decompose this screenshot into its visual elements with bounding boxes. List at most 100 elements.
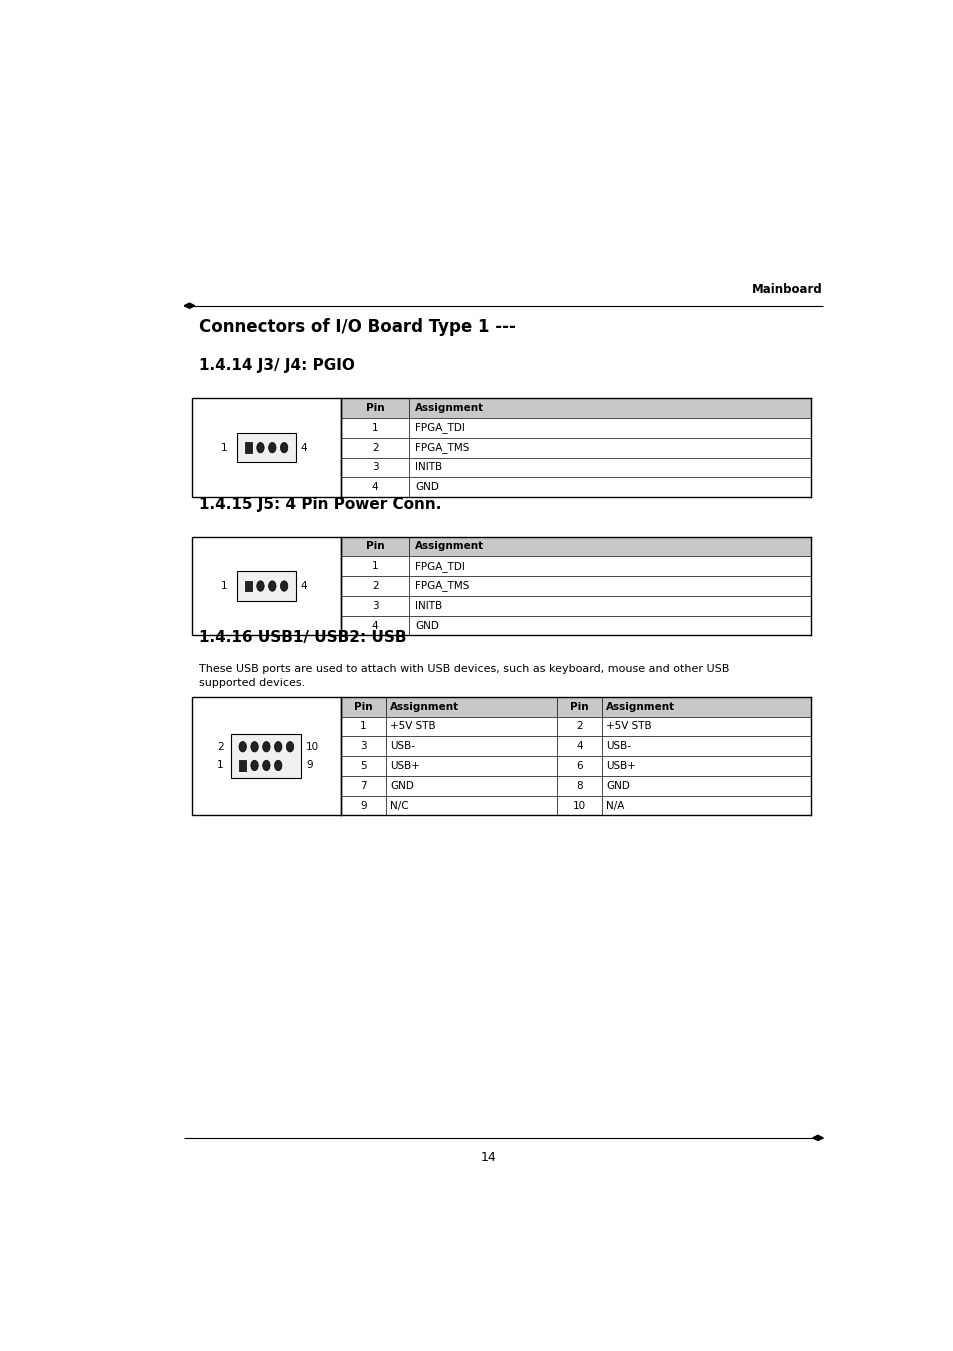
- Text: 2: 2: [372, 443, 378, 453]
- Text: 10: 10: [572, 801, 585, 811]
- Bar: [341, 716, 810, 736]
- Text: Pin: Pin: [365, 403, 384, 413]
- Text: INITB: INITB: [415, 601, 441, 611]
- Text: FPGA_TDI: FPGA_TDI: [415, 423, 464, 434]
- Text: 9: 9: [306, 761, 313, 770]
- Circle shape: [239, 742, 246, 753]
- Text: GND: GND: [605, 781, 629, 790]
- Text: Pin: Pin: [365, 542, 384, 551]
- Text: N/A: N/A: [605, 801, 624, 811]
- Text: USB+: USB+: [605, 761, 636, 771]
- Text: 4: 4: [300, 443, 307, 453]
- Bar: [341, 417, 810, 438]
- Circle shape: [274, 761, 281, 770]
- Bar: [245, 581, 252, 592]
- Bar: [245, 443, 252, 453]
- Text: +5V STB: +5V STB: [605, 721, 651, 731]
- Bar: [341, 757, 810, 775]
- Text: USB-: USB-: [390, 742, 415, 751]
- Bar: [192, 536, 341, 635]
- Text: Mainboard: Mainboard: [752, 284, 822, 296]
- Text: Pin: Pin: [354, 701, 373, 712]
- Bar: [192, 399, 341, 497]
- Bar: [341, 557, 810, 576]
- Text: 1.4.16 USB1/ USB2: USB: 1.4.16 USB1/ USB2: USB: [199, 630, 406, 644]
- Circle shape: [280, 581, 288, 592]
- Text: INITB: INITB: [415, 462, 441, 473]
- Text: 8: 8: [576, 781, 582, 790]
- Bar: [341, 596, 810, 616]
- Circle shape: [269, 443, 275, 453]
- Text: 4: 4: [300, 581, 307, 590]
- Text: 4: 4: [576, 742, 582, 751]
- Text: 3: 3: [359, 742, 366, 751]
- Text: GND: GND: [390, 781, 414, 790]
- Text: +5V STB: +5V STB: [390, 721, 436, 731]
- Text: FPGA_TDI: FPGA_TDI: [415, 561, 464, 571]
- Bar: [192, 697, 341, 816]
- Circle shape: [286, 742, 294, 753]
- Text: Connectors of I/O Board Type 1 ---: Connectors of I/O Board Type 1 ---: [199, 317, 516, 336]
- Bar: [341, 796, 810, 816]
- Text: 3: 3: [372, 601, 378, 611]
- Bar: [236, 434, 295, 462]
- Circle shape: [256, 443, 264, 453]
- Bar: [239, 761, 246, 770]
- Text: 2: 2: [372, 581, 378, 590]
- Bar: [341, 438, 810, 458]
- Text: 1.4.15 J5: 4 Pin Power Conn.: 1.4.15 J5: 4 Pin Power Conn.: [199, 497, 441, 512]
- Text: N/C: N/C: [390, 801, 408, 811]
- Text: 4: 4: [372, 482, 378, 492]
- Bar: [341, 616, 810, 635]
- Bar: [341, 697, 810, 716]
- Text: Assignment: Assignment: [415, 542, 484, 551]
- Polygon shape: [812, 1135, 822, 1140]
- Text: GND: GND: [415, 482, 438, 492]
- Bar: [341, 736, 810, 757]
- Circle shape: [262, 742, 270, 753]
- Text: 1: 1: [221, 443, 228, 453]
- Text: 2: 2: [576, 721, 582, 731]
- Text: 1: 1: [359, 721, 366, 731]
- Text: 3: 3: [372, 462, 378, 473]
- Bar: [341, 775, 810, 796]
- Bar: [341, 477, 810, 497]
- Text: Assignment: Assignment: [390, 701, 458, 712]
- Text: 9: 9: [359, 801, 366, 811]
- Bar: [341, 399, 810, 417]
- Circle shape: [251, 742, 258, 753]
- Text: 4: 4: [372, 620, 378, 631]
- Circle shape: [262, 761, 270, 770]
- Bar: [341, 536, 810, 557]
- Bar: [236, 571, 295, 601]
- Circle shape: [256, 581, 264, 592]
- Text: USB+: USB+: [390, 761, 419, 771]
- Polygon shape: [184, 303, 194, 308]
- Circle shape: [251, 761, 258, 770]
- Text: 1: 1: [217, 761, 224, 770]
- Text: GND: GND: [415, 620, 438, 631]
- Bar: [341, 576, 810, 596]
- Text: 5: 5: [359, 761, 366, 771]
- Text: Assignment: Assignment: [605, 701, 675, 712]
- Text: 1.4.14 J3/ J4: PGIO: 1.4.14 J3/ J4: PGIO: [199, 358, 355, 373]
- Circle shape: [280, 443, 288, 453]
- Text: 6: 6: [576, 761, 582, 771]
- Text: Assignment: Assignment: [415, 403, 484, 413]
- Text: 1: 1: [221, 581, 228, 590]
- Text: FPGA_TMS: FPGA_TMS: [415, 442, 469, 453]
- Text: 10: 10: [306, 742, 318, 751]
- Text: FPGA_TMS: FPGA_TMS: [415, 581, 469, 592]
- Text: 1: 1: [372, 423, 378, 432]
- Text: These USB ports are used to attach with USB devices, such as keyboard, mouse and: These USB ports are used to attach with …: [199, 663, 729, 688]
- Text: Pin: Pin: [569, 701, 588, 712]
- Text: USB-: USB-: [605, 742, 630, 751]
- Text: 14: 14: [480, 1151, 497, 1165]
- Circle shape: [269, 581, 275, 592]
- Bar: [231, 735, 301, 778]
- Text: 2: 2: [217, 742, 224, 751]
- Bar: [341, 458, 810, 477]
- Text: 1: 1: [372, 561, 378, 571]
- Circle shape: [274, 742, 281, 753]
- Text: 7: 7: [359, 781, 366, 790]
